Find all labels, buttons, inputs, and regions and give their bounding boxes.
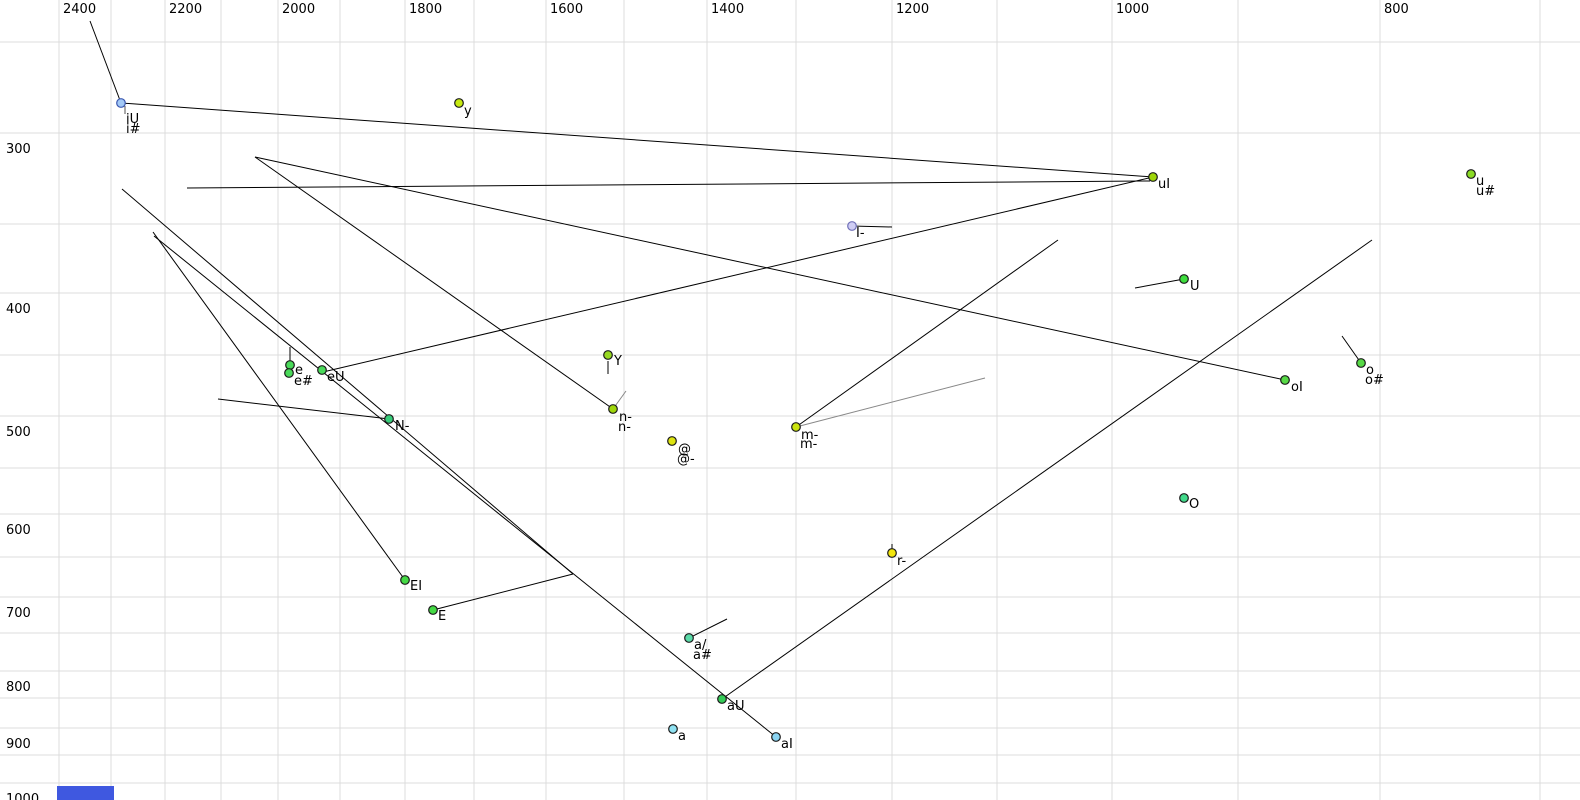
x-tick-label: 1400 — [711, 2, 744, 17]
trajectory-line — [153, 235, 777, 738]
vowel-point-E — [428, 605, 438, 615]
vowel-label-aU: aU — [727, 699, 744, 714]
x-tick-label: 2400 — [63, 2, 96, 17]
vowel-label-a: a — [678, 729, 686, 744]
vowel-point-r- — [887, 548, 897, 558]
vowel-label-o: o# — [1365, 373, 1384, 388]
vowel-label-uI: uI — [1158, 177, 1170, 192]
vowel-label-E: E — [438, 609, 446, 624]
y-tick-label: 800 — [6, 680, 31, 695]
vowel-point-aI — [771, 732, 781, 742]
vowel-label-n-: n- — [618, 420, 631, 435]
vowel-label-EI: EI — [410, 579, 422, 594]
vowel-label-m-: m- — [800, 437, 818, 452]
vowel-label-o: o — [1366, 363, 1374, 378]
vowel-label-u: u# — [1476, 184, 1495, 199]
trajectory-line — [688, 618, 728, 639]
vowel-point-o — [1356, 358, 1366, 368]
trajectory-line — [254, 156, 614, 410]
vowel-point-I- — [847, 221, 857, 231]
vowel-label-O: O — [1189, 497, 1199, 512]
vowel-label-y: y — [464, 104, 472, 119]
y-tick-label: 300 — [6, 142, 31, 157]
vowel-point-eU — [317, 365, 327, 375]
trajectory-line — [120, 102, 1154, 178]
trajectory-line — [851, 225, 893, 228]
vowel-label-U: U — [1190, 279, 1200, 294]
trajectory-line — [121, 188, 574, 575]
y-tick-label: 900 — [6, 737, 31, 752]
vowel-label-@-: @ — [678, 442, 691, 457]
y-tick-label: 600 — [6, 523, 31, 538]
vowel-label-e: e — [295, 363, 303, 378]
vowel-point-y — [454, 98, 464, 108]
vowel-point-n- — [608, 404, 618, 414]
vowel-point-uI — [1148, 172, 1158, 182]
vowel-label-N-: N- — [395, 419, 410, 434]
vowel-label-a/: a# — [693, 648, 712, 663]
vowel-point-e — [285, 360, 295, 370]
vowel-point-EI — [400, 575, 410, 585]
vowel-label-r-: r- — [897, 554, 907, 569]
trajectory-line — [795, 239, 1059, 428]
x-tick-label: 1000 — [1116, 2, 1149, 17]
y-tick-label: 1000 — [6, 792, 39, 800]
vowel-point-U — [1179, 274, 1189, 284]
trajectory-line — [322, 176, 1154, 373]
vowel-label-eU: eU — [327, 370, 345, 385]
vowel-point-u — [1466, 169, 1476, 179]
vowel-label-aI: aI — [781, 737, 793, 752]
vowel-label-oI: oI — [1291, 380, 1303, 395]
x-tick-label: 1600 — [550, 2, 583, 17]
vowel-point-a — [668, 724, 678, 734]
vowel-label-I-: I- — [856, 226, 865, 241]
vowel-point-a/ — [684, 633, 694, 643]
vowel-label-n-: n- — [619, 410, 632, 425]
vowel-label-u: u — [1476, 174, 1484, 189]
x-tick-label: 2000 — [282, 2, 315, 17]
trajectory-line — [432, 573, 574, 611]
vowel-point-Y — [603, 350, 613, 360]
vowel-point-@- — [667, 436, 677, 446]
trajectory-line — [1134, 278, 1185, 289]
trajectory-line — [186, 180, 1151, 189]
vowel-label-iU: i# — [126, 122, 141, 137]
vowel-point-e# — [284, 368, 294, 378]
x-tick-label: 1200 — [896, 2, 929, 17]
vowel-point-m- — [791, 422, 801, 432]
vowel-label-a/: a/ — [694, 638, 707, 653]
vowel-label-Y: Y — [613, 354, 622, 369]
x-tick-label: 1800 — [409, 2, 442, 17]
vowel-label-m-: m- — [801, 428, 819, 443]
vowel-point-N- — [384, 414, 394, 424]
vowel-point-oI — [1280, 375, 1290, 385]
vowel-label-e#: e# — [294, 374, 313, 389]
trajectory-line — [795, 377, 986, 428]
selection-bar[interactable] — [57, 786, 114, 800]
trajectory-line — [254, 156, 1286, 381]
x-tick-label: 800 — [1384, 2, 1409, 17]
y-tick-label: 700 — [6, 606, 31, 621]
vowel-label-iU: iU — [126, 112, 139, 127]
vowel-label-@-: @- — [677, 452, 695, 467]
trajectory-line — [89, 20, 122, 104]
vowel-point-O — [1179, 493, 1189, 503]
x-tick-label: 2200 — [169, 2, 202, 17]
vowel-point-aU — [717, 694, 727, 704]
trajectory-line — [1341, 335, 1362, 364]
y-tick-label: 400 — [6, 302, 31, 317]
trajectory-line — [217, 398, 390, 420]
y-tick-label: 500 — [6, 425, 31, 440]
trajectory-line — [721, 239, 1373, 700]
vowel-point-iU — [116, 98, 126, 108]
